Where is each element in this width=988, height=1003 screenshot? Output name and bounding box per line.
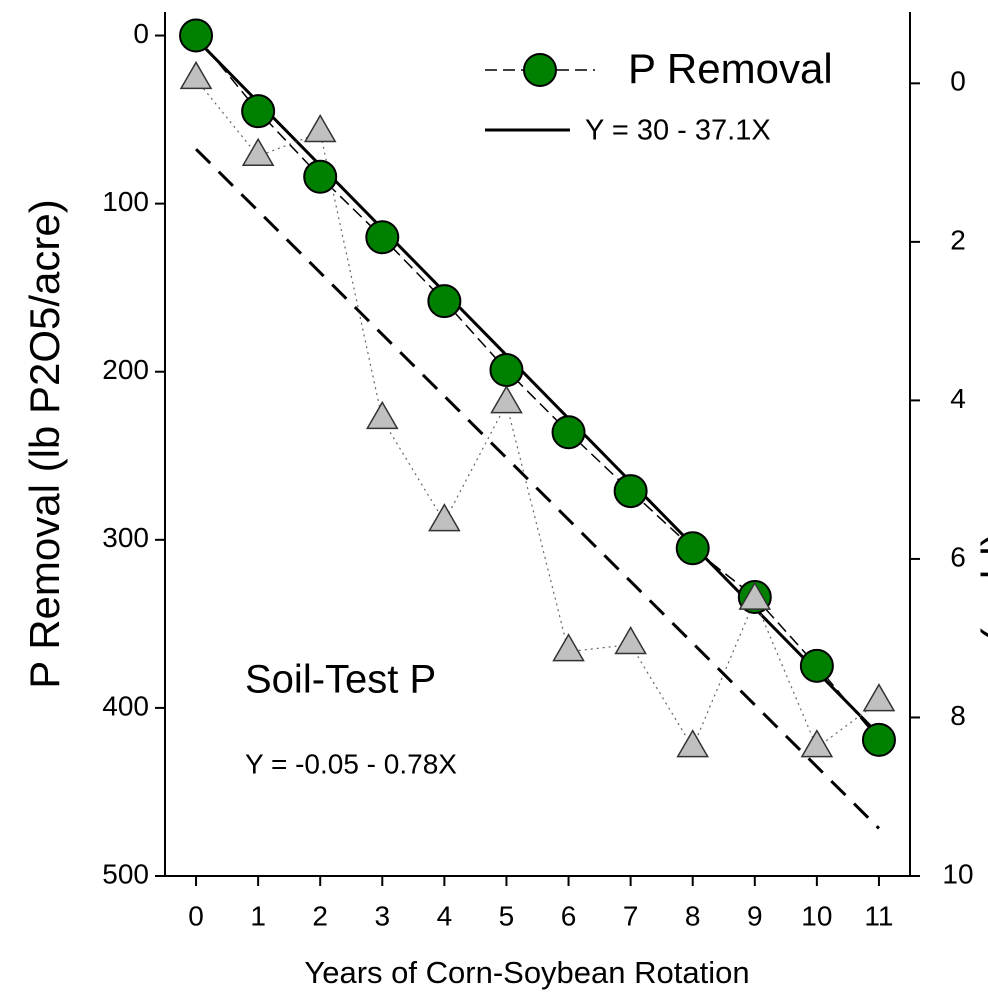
- x-tick-label: 3: [375, 900, 391, 931]
- x-tick-label: 11: [864, 900, 893, 931]
- x-tick-label: 7: [623, 900, 639, 931]
- x-tick-label: 1: [250, 900, 266, 931]
- series-line: [194, 148, 881, 830]
- point: [862, 683, 896, 712]
- x-tick-label: 2: [312, 900, 328, 931]
- point: [676, 729, 710, 758]
- y2-tick-label: 4: [950, 383, 966, 414]
- legend-label: P Removal: [628, 45, 833, 92]
- point: [179, 60, 213, 90]
- x-tick-label: 5: [499, 900, 515, 931]
- x-tick-label: 8: [685, 900, 701, 931]
- point: [489, 353, 524, 388]
- y2-tick-label: 8: [950, 700, 966, 731]
- y-tick-label: 400: [102, 690, 149, 721]
- point: [179, 18, 214, 53]
- series-line: [195, 78, 880, 749]
- point: [800, 729, 834, 758]
- y-tick-label: 200: [102, 354, 149, 385]
- x-tick-label: 0: [188, 900, 204, 931]
- point: [303, 159, 338, 194]
- y2-tick-label: 0: [950, 66, 966, 97]
- series-line: [194, 37, 881, 736]
- legend-label: Y = 30 - 37.1X: [585, 115, 771, 147]
- y-tick-label: 500: [102, 858, 149, 889]
- point: [675, 531, 710, 566]
- x-tick-label: 10: [801, 900, 832, 931]
- x-tick-label: 6: [561, 900, 577, 931]
- annotation: Y = -0.05 - 0.78X: [245, 748, 457, 779]
- y-tick-label: 0: [133, 18, 149, 49]
- y2-tick-label: 2: [950, 224, 966, 255]
- point: [365, 400, 399, 430]
- point: [303, 113, 337, 143]
- point: [241, 137, 275, 167]
- point: [614, 626, 647, 655]
- point: [551, 415, 586, 450]
- point: [365, 220, 400, 255]
- point: [428, 503, 461, 532]
- point: [613, 474, 648, 509]
- y-tick-label: 100: [102, 186, 149, 217]
- point: [552, 633, 585, 662]
- point: [241, 94, 276, 129]
- legend-marker: [523, 53, 557, 87]
- point: [861, 722, 896, 757]
- point: [738, 581, 772, 610]
- y2-axis-label: Soil-P Decrease (ppm): [980, 218, 988, 642]
- y-tick-label: 300: [102, 522, 149, 553]
- annotation: Soil-Test P: [245, 658, 436, 702]
- point: [799, 648, 834, 683]
- y2-tick-label: 6: [950, 541, 966, 572]
- y2-tick-label: 10: [942, 858, 973, 889]
- point: [490, 385, 523, 414]
- x-tick-label: 9: [747, 900, 763, 931]
- point: [427, 284, 462, 319]
- x-tick-label: 4: [437, 900, 453, 931]
- y-axis-label: P Removal (lb P2O5/acre): [21, 199, 68, 688]
- x-axis-label: Years of Corn-Soybean Rotation: [304, 955, 749, 990]
